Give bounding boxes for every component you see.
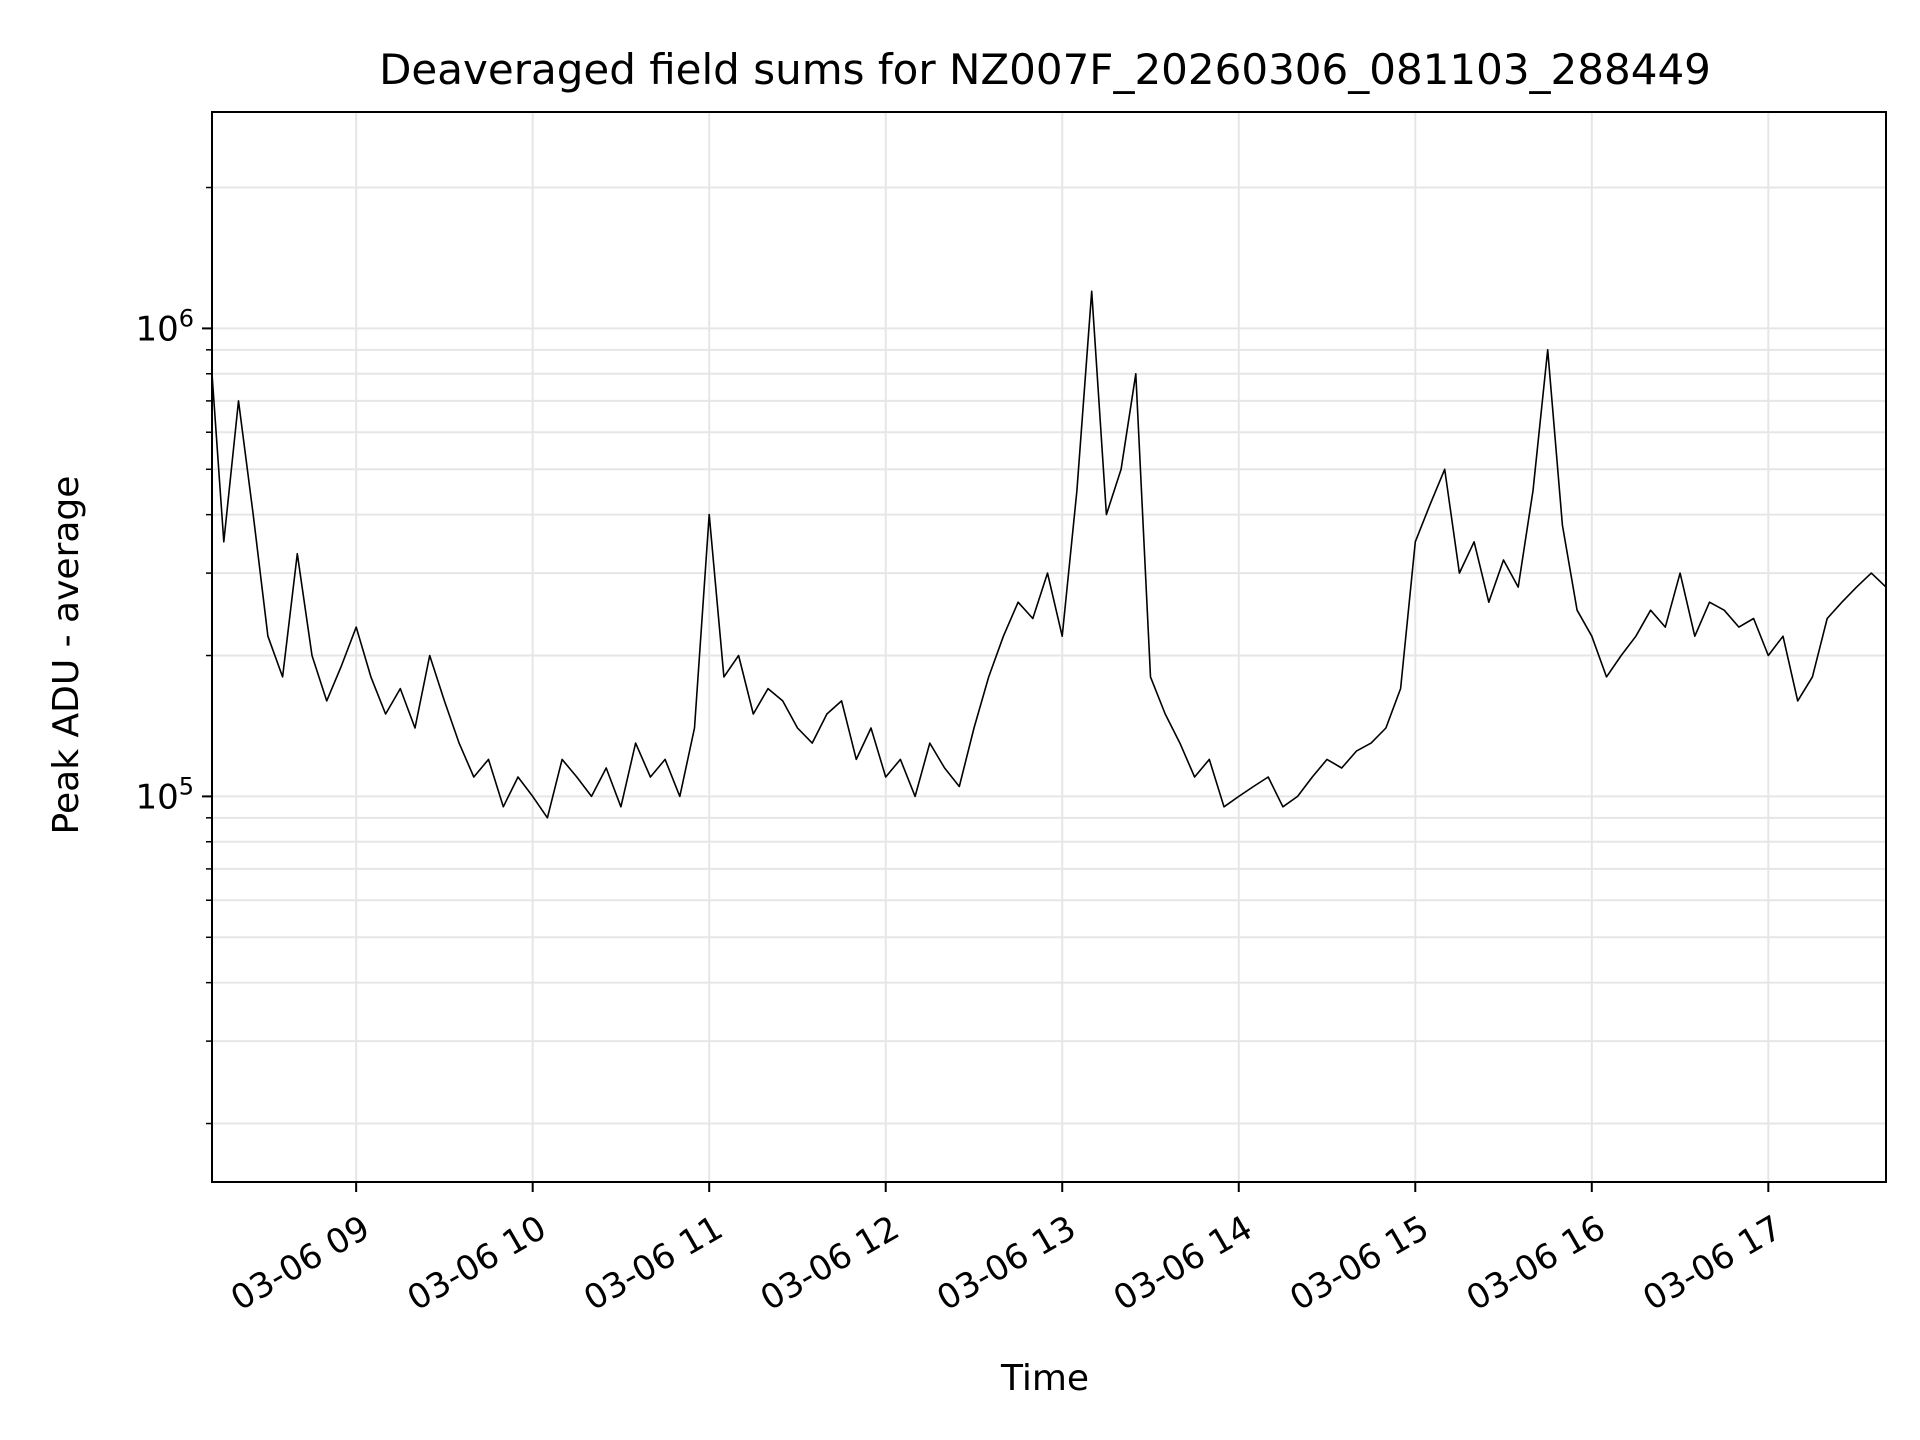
- x-axis-label: Time: [1000, 1358, 1089, 1399]
- y-tick-label: 105: [135, 772, 194, 817]
- y-tick-label: 106: [135, 304, 194, 349]
- plot-frame: [211, 111, 1887, 1183]
- grid: [202, 112, 1886, 1182]
- y-axis-label: Peak ADU - average: [46, 476, 87, 835]
- y-axis-ticks: 105 106: [135, 304, 194, 817]
- series-line: [211, 290, 1887, 819]
- chart-title: Deaveraged field sums for NZ007F_2026030…: [379, 45, 1711, 94]
- series-group: [211, 290, 1887, 819]
